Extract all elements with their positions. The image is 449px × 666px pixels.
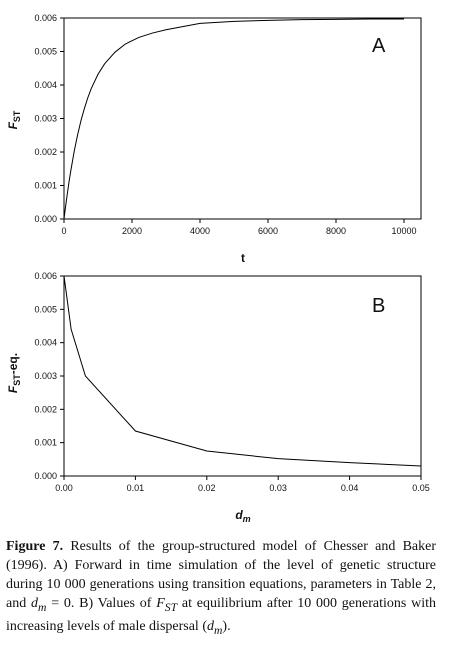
- panel-a-y-tick-label: 0.004: [34, 80, 57, 90]
- panel-b-chart: 0.000 0.001 0.002 0.003 0.004 0.005 0.006 0.00…: [6, 271, 430, 524]
- caption-dm-2: dm: [206, 618, 223, 637]
- panel-b-y-axis-label: FST-eq.: [6, 353, 22, 393]
- caption-dm-1: dm: [31, 596, 47, 614]
- figure-caption: Figure 7. Results of the group-structure…: [6, 537, 436, 640]
- panel-b-x-tick-label: 0.05: [412, 483, 430, 493]
- panel-a-y-tick-label: 0.002: [34, 147, 57, 157]
- panel-a-x-tick-label: 10000: [391, 226, 416, 236]
- panel-b-y-tick-label: 0.000: [34, 471, 57, 481]
- caption-figure-number: Figure 7.: [6, 539, 64, 554]
- panel-b-x-axis-label: dm: [235, 508, 250, 524]
- panel-b-plot-area: [63, 275, 422, 477]
- panel-b-x-tick-label: 0.01: [127, 483, 145, 493]
- caption-text-1: Results of the group-structured model of…: [6, 539, 436, 611]
- panel-b-y-tick-label: 0.006: [34, 271, 57, 281]
- caption-text-2: = 0. B) Values of: [46, 596, 157, 611]
- panel-b-y-tick-label: 0.003: [34, 371, 57, 381]
- panel-b-x-tick-label: 0.03: [269, 483, 287, 493]
- panel-b-x-tick-label: 0.02: [198, 483, 216, 493]
- panel-a-y-tick-label: 0.005: [34, 47, 57, 57]
- panel-a-x-ticks: 0 2000 4000 6000 8000 10000: [61, 219, 417, 236]
- panel-b-y-tick-label: 0.002: [34, 404, 57, 414]
- panel-b-series-line: [63, 275, 422, 467]
- panel-a-x-tick-label: 4000: [190, 226, 210, 236]
- caption-fst: FST: [156, 596, 178, 614]
- panel-a-y-axis-label: FST: [6, 110, 22, 129]
- panel-b-y-tick-label: 0.005: [34, 304, 57, 314]
- caption-text-3: at equilibrium after 10 000 generations …: [6, 596, 436, 634]
- panel-a-x-tick-label: 0: [61, 226, 66, 236]
- panel-a-y-tick-label: 0.006: [34, 13, 57, 23]
- panel-b-label: B: [372, 295, 385, 317]
- panel-b-x-ticks: 0.00 0.01 0.02 0.03 0.04 0.05: [55, 476, 430, 493]
- panel-a-label: A: [372, 35, 386, 57]
- panel-b-y-ticks: 0.000 0.001 0.002 0.003 0.004 0.005 0.006: [34, 271, 64, 481]
- panel-a-y-tick-label: 0.001: [34, 181, 57, 191]
- figure: 0.000 0.001 0.002 0.003 0.004 0.005 0.006 0 200…: [6, 13, 430, 524]
- panel-b-x-tick-label: 0.04: [341, 483, 359, 493]
- panel-a-series-line: [63, 18, 404, 220]
- panel-a-plot-area: [63, 17, 422, 220]
- panel-b-y-tick-label: 0.004: [34, 338, 57, 348]
- caption-text-4: ).: [222, 618, 231, 634]
- panel-b-x-tick-label: 0.00: [55, 483, 73, 493]
- panel-a-x-tick-label: 8000: [326, 226, 346, 236]
- panel-a-chart: 0.000 0.001 0.002 0.003 0.004 0.005 0.006 0 200…: [6, 13, 422, 265]
- panel-a-y-ticks: 0.000 0.001 0.002 0.003 0.004 0.005 0.006: [34, 13, 64, 224]
- panel-a-y-tick-label: 0.000: [34, 214, 57, 224]
- panel-a-x-tick-label: 2000: [122, 226, 142, 236]
- panel-b-y-tick-label: 0.001: [34, 438, 57, 448]
- panel-a-y-tick-label: 0.003: [34, 114, 57, 124]
- panel-a-x-tick-label: 6000: [258, 226, 278, 236]
- panel-a-x-axis-label: t: [241, 251, 245, 265]
